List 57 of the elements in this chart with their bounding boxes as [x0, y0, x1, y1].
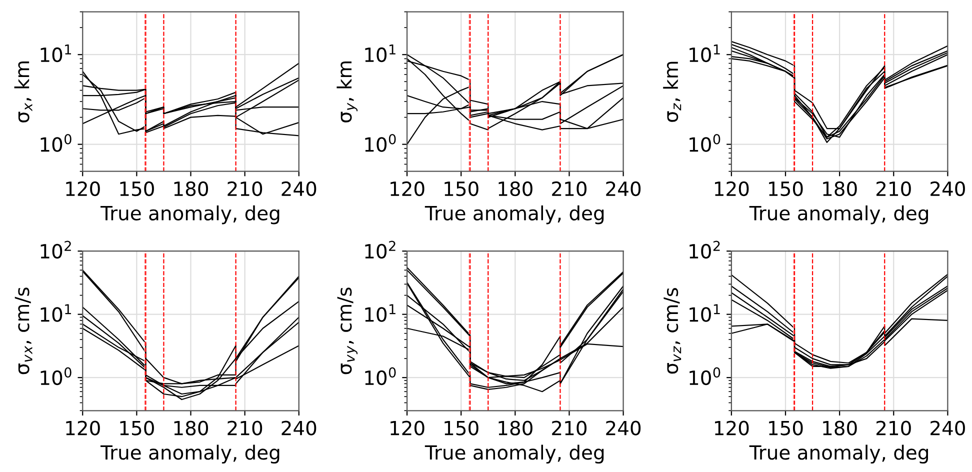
x-tick-label: 240 — [282, 420, 316, 436]
y-tick-label: 10$^{1}$ — [365, 44, 396, 62]
x-axis-title: True anomaly, deg — [749, 205, 928, 224]
y-tick-label: 10$^{2}$ — [690, 240, 720, 259]
x-axis-title: True anomaly, deg — [100, 444, 280, 464]
x-tick-label: 120 — [66, 181, 100, 196]
x-tick-label: 240 — [930, 420, 965, 436]
y-tick-label: 10$^{1}$ — [690, 304, 720, 322]
x-axis-title: True anomaly, deg — [424, 444, 604, 464]
x-tick-label: 120 — [715, 420, 749, 436]
y-tick-label: 10$^{0}$ — [40, 134, 72, 152]
x-tick-label: 240 — [606, 420, 641, 436]
x-tick-label: 180 — [174, 181, 208, 196]
y-axis-title: σ$_{y}$, km — [336, 61, 358, 122]
x-tick-label: 210 — [552, 181, 586, 196]
y-tick-label: 10$^{1}$ — [40, 304, 72, 322]
x-tick-label: 210 — [876, 420, 911, 436]
x-tick-label: 210 — [876, 181, 911, 196]
x-tick-label: 150 — [769, 420, 803, 436]
y-tick-label: 10$^{0}$ — [40, 367, 72, 386]
x-axis-title: True anomaly, deg — [424, 205, 604, 224]
y-tick-label: 10$^{0}$ — [690, 367, 720, 386]
x-tick-label: 240 — [282, 181, 316, 196]
y-axis-title: σ$_{vy}$, cm/s — [337, 288, 358, 374]
y-tick-label: 10$^{0}$ — [365, 134, 396, 152]
x-axis-title: True anomaly, deg — [100, 205, 280, 224]
x-tick-label: 210 — [228, 181, 262, 196]
x-tick-label: 240 — [930, 181, 965, 196]
x-tick-label: 180 — [498, 181, 532, 196]
y-tick-label: 10$^{0}$ — [690, 134, 720, 152]
x-tick-label: 150 — [120, 181, 154, 196]
y-tick-label: 10$^{1}$ — [690, 44, 720, 62]
y-axis-title: σ$_{z}$, km — [663, 62, 682, 122]
y-axis-title: σ$_{x}$, km — [14, 61, 32, 122]
x-tick-label: 180 — [498, 420, 532, 436]
x-tick-label: 120 — [715, 181, 749, 196]
y-tick-label: 10$^{2}$ — [365, 240, 396, 259]
x-axis-title: True anomaly, deg — [749, 444, 928, 464]
x-tick-label: 180 — [823, 181, 857, 196]
x-tick-label: 210 — [552, 420, 586, 436]
x-tick-label: 120 — [390, 420, 424, 436]
x-tick-label: 180 — [823, 420, 857, 436]
x-tick-label: 150 — [120, 420, 154, 436]
y-axis-title: σ$_{vx}$, cm/s — [14, 288, 32, 374]
x-tick-label: 150 — [444, 181, 478, 196]
x-tick-label: 120 — [66, 420, 100, 436]
x-tick-label: 180 — [174, 420, 208, 436]
x-tick-label: 150 — [769, 181, 803, 196]
x-tick-label: 150 — [444, 420, 478, 436]
y-tick-label: 10$^{1}$ — [40, 44, 72, 62]
y-tick-label: 10$^{2}$ — [40, 240, 71, 259]
x-tick-label: 240 — [606, 181, 641, 196]
x-tick-label: 120 — [390, 181, 424, 196]
x-tick-label: 210 — [228, 420, 262, 436]
y-axis-title: σ$_{vz}$, cm/s — [664, 288, 682, 374]
y-tick-label: 10$^{0}$ — [365, 367, 396, 386]
y-tick-label: 10$^{1}$ — [365, 304, 396, 322]
